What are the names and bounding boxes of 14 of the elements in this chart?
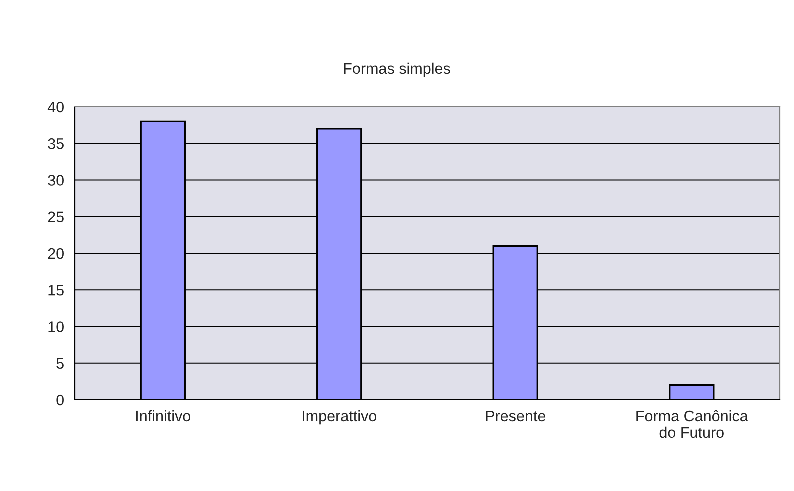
chart-title: Formas simples	[344, 62, 450, 78]
y-tick-label: 10	[48, 322, 64, 332]
y-tick-label: 30	[48, 175, 64, 186]
x-tick-label: Presente	[486, 410, 546, 422]
x-tick-label: Imperattivo	[303, 410, 377, 425]
y-tick-label: 35	[48, 138, 64, 150]
x-tick-label: Forma Canônica do Futuro	[636, 410, 748, 438]
y-tick-label: 25	[48, 212, 64, 223]
y-tick-label: 0	[56, 394, 64, 406]
y-tick-label: 5	[56, 358, 64, 370]
y-tick-label: 40	[48, 102, 64, 113]
y-tick-label: 15	[48, 285, 64, 296]
y-tick-label: 20	[48, 248, 64, 260]
x-tick-label: Infinitivo	[136, 410, 191, 422]
